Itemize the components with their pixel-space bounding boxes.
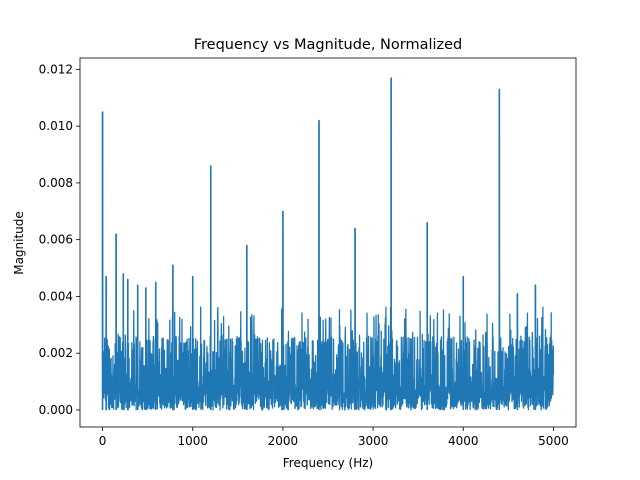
x-tick-label: 3000 — [358, 434, 389, 448]
y-tick-label: 0.006 — [39, 233, 73, 247]
x-tick-label: 5000 — [538, 434, 569, 448]
x-axis-ticks: 0 1000 2000 3000 4000 5000 — [99, 427, 569, 448]
x-axis-label: Frequency (Hz) — [283, 456, 374, 470]
y-axis-label: Magnitude — [12, 211, 26, 275]
signal-layer — [101, 77, 555, 411]
chart-title: Frequency vs Magnitude, Normalized — [194, 37, 463, 53]
axes-frame — [79, 57, 577, 428]
x-tick-label: 1000 — [177, 434, 208, 448]
y-tick-label: 0.010 — [39, 119, 73, 133]
x-tick-label: 2000 — [268, 434, 299, 448]
x-tick-label: 4000 — [448, 434, 479, 448]
y-tick-label: 0.004 — [39, 289, 73, 303]
y-tick-label: 0.012 — [39, 62, 73, 76]
y-tick-label: 0.008 — [39, 176, 73, 190]
x-tick-label: 0 — [99, 434, 107, 448]
y-axis-ticks: 0.000 0.002 0.004 0.006 0.008 0.010 0.012 — [39, 62, 80, 417]
magnitude-series-line — [101, 77, 555, 411]
y-tick-label: 0.000 — [39, 403, 73, 417]
y-tick-label: 0.002 — [39, 346, 73, 360]
